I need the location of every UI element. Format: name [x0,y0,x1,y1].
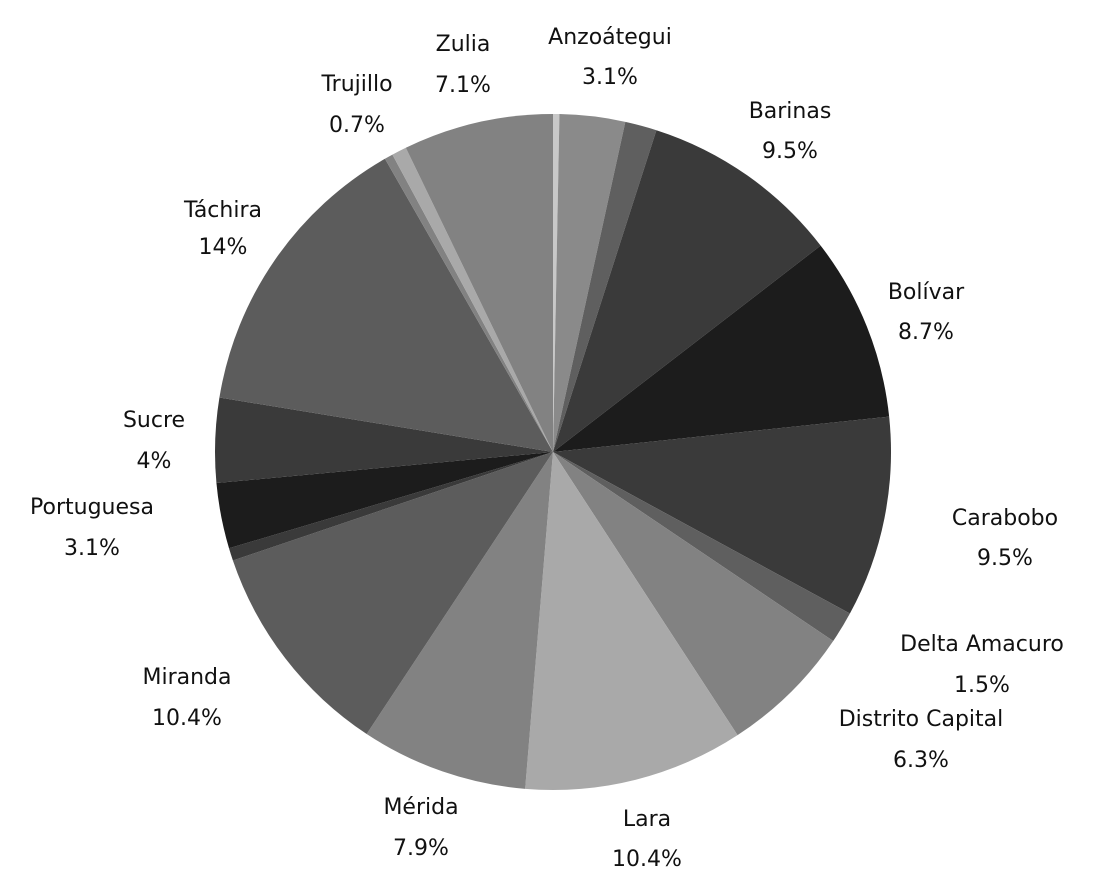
slice-label-value: 14% [199,235,248,260]
slice-label-name: Mérida [383,795,458,820]
slice-label-name: Zulia [436,32,491,57]
slice-label-name: Bolívar [888,280,965,305]
slice-label-name: Anzoátegui [548,25,672,50]
pie-slice-bolívar [553,245,890,452]
pie-slice-anzoátegui [553,114,626,452]
slice-label-name: Miranda [142,665,231,690]
pie-slice-táchira [219,158,554,452]
pie-slice-delta-amacuro [553,452,850,642]
pie-slice-zulia [405,114,553,452]
pie-slice-barinas [553,130,821,452]
slice-label-name: Trujillo [320,72,392,97]
slice-label-value: 4% [137,449,172,474]
slice-label-value: 10.4% [612,847,682,872]
slice-label-name: Portuguesa [30,495,154,520]
slice-label-name: Delta Amacuro [900,632,1064,657]
pie-slice [553,113,560,452]
slice-label-value: 8.7% [898,320,954,345]
pie-slice [229,452,553,561]
slice-label-value: 7.9% [393,836,449,861]
slice-label-value: 7.1% [435,73,491,98]
slice-label-value: 9.5% [977,546,1033,571]
slice-label-value: 1.5% [954,673,1010,698]
slice-label-name: Carabobo [952,506,1058,531]
slice-labels: Anzoátegui 3.1% Barinas 9.5% Bolívar 8.7% Cara… [30,25,1064,872]
pie-slice [384,154,553,452]
pie-slice-carabobo [553,416,892,614]
slice-label-value: 0.7% [329,113,385,138]
slice-label-name: Barinas [749,99,832,124]
slice-label-name: Lara [623,807,671,832]
pie-slice [553,121,657,452]
pie-slice-lara [525,452,738,791]
slice-label-name: Sucre [123,408,185,433]
slice-label-name: Táchira [183,198,262,223]
slice-label-value: 3.1% [64,536,120,561]
slice-label-value: 9.5% [762,139,818,164]
slice-label-name: Distrito Capital [839,707,1004,732]
pie-slice-distrito-capital [553,452,834,736]
pie-slices [215,113,892,791]
slice-label-value: 3.1% [582,65,638,90]
pie-slice-sucre [215,397,553,484]
pie-slice-miranda [232,452,553,734]
slice-label-value: 6.3% [893,748,949,773]
slice-label-value: 10.4% [152,706,222,731]
pie-slice-portuguesa [216,452,553,549]
pie-slice-trujillo [392,147,553,453]
pie-slice-mérida [366,452,553,789]
